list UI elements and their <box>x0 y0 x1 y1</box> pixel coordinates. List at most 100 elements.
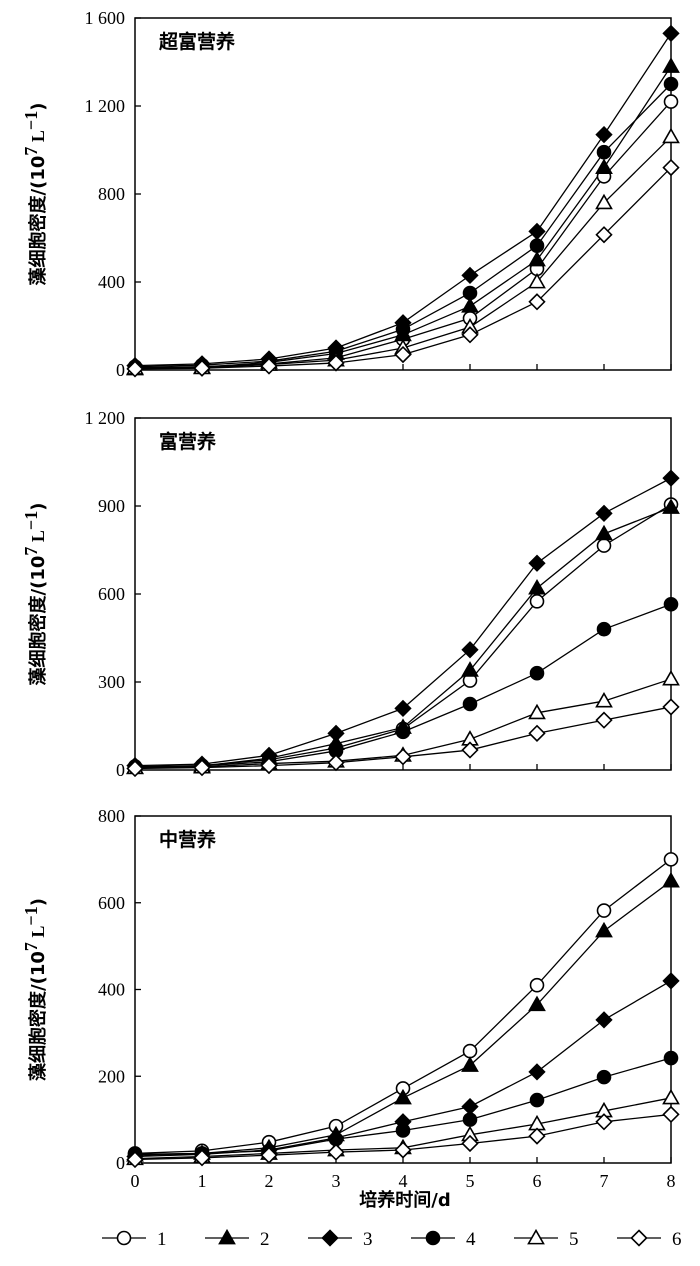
series-6-point <box>327 754 345 772</box>
series-6-point <box>394 748 412 766</box>
series-3-point <box>595 125 613 144</box>
series-3-point <box>461 1097 479 1116</box>
series-6-point <box>662 158 680 177</box>
x-tick-label: 0 <box>131 1171 140 1191</box>
plot-frame <box>134 815 672 1164</box>
x-axis-label: 培养时间/d <box>359 1189 450 1211</box>
series-6-point <box>193 359 211 377</box>
series-6-point <box>394 345 412 364</box>
x-tick-label: 1 <box>198 1171 207 1191</box>
legend-label: 5 <box>569 1229 579 1250</box>
series-3-point <box>327 724 345 742</box>
series-6-point <box>193 759 211 777</box>
series-6-point <box>126 360 144 378</box>
y-tick-label: 600 <box>98 893 125 913</box>
y-tick-label: 300 <box>98 672 125 692</box>
series-1-point <box>462 1043 478 1059</box>
panel-title: 富营养 <box>159 430 216 453</box>
series-2-point <box>595 524 613 541</box>
legend-label: 2 <box>260 1229 270 1250</box>
series-2-point <box>528 995 546 1012</box>
legend-item-2: 2 <box>205 1228 270 1250</box>
series-1-point <box>529 977 545 993</box>
series-3-point <box>662 469 680 487</box>
y-tick-label: 400 <box>98 272 125 292</box>
series-6-point <box>126 759 144 778</box>
series-1-line <box>134 858 672 1155</box>
series-2-point <box>595 158 613 175</box>
legend-label: 1 <box>157 1229 167 1250</box>
series-6-point <box>260 357 278 375</box>
x-tick-label: 5 <box>466 1171 475 1191</box>
series-5-point <box>662 669 680 686</box>
series-6-point <box>595 711 613 729</box>
y-tick-label: 900 <box>98 496 125 516</box>
series-4-line <box>134 603 672 768</box>
plot-frame <box>134 417 672 771</box>
legend-label: 3 <box>363 1229 373 1250</box>
series-4-point <box>395 724 411 740</box>
series-4-point <box>596 621 612 637</box>
y-tick-label: 0 <box>116 1153 125 1173</box>
series-5-point <box>662 1088 680 1105</box>
legend-label: 6 <box>672 1229 682 1250</box>
series-5-point <box>595 691 613 708</box>
legend-label: 4 <box>466 1229 476 1250</box>
y-tick-label: 800 <box>98 184 125 204</box>
series-1-point <box>596 538 612 553</box>
series-6-point <box>126 1150 144 1169</box>
series-4-point <box>395 1123 411 1138</box>
legend-marker <box>116 1230 132 1246</box>
series-3-point <box>394 699 412 718</box>
legend-marker <box>630 1229 648 1247</box>
series-2-point <box>461 1056 479 1072</box>
legend-item-6: 6 <box>617 1229 682 1250</box>
series-4-point <box>529 665 545 681</box>
series-6-point <box>461 741 479 759</box>
series-6-point <box>662 1105 680 1124</box>
series-3-point <box>461 641 479 659</box>
series-2-point <box>662 498 680 514</box>
y-tick-label: 400 <box>98 980 125 1000</box>
y-tick-label: 0 <box>116 760 125 780</box>
x-tick-label: 6 <box>533 1171 542 1191</box>
series-2-point <box>461 297 479 313</box>
series-6-point <box>595 226 613 244</box>
y-tick-label: 1 200 <box>85 96 126 116</box>
series-4-point <box>395 321 411 337</box>
series-6-point <box>461 1134 479 1153</box>
series-6-point <box>528 724 546 742</box>
series-2-point <box>662 57 680 73</box>
series-4-point <box>462 1112 478 1127</box>
series-3-point <box>528 222 546 241</box>
series-4-point <box>663 596 679 612</box>
series-6-point <box>528 293 546 311</box>
series-2-point <box>528 579 546 595</box>
legend: 1 2 3 4 5 6 <box>102 1228 682 1250</box>
series-6-point <box>260 1146 278 1164</box>
y-axis-label: 藻细胞密度/(107 L−1) <box>21 503 49 686</box>
series-4-point <box>462 285 478 301</box>
series-3-point <box>461 266 479 285</box>
legend-item-4: 4 <box>411 1229 476 1250</box>
series-6-point <box>327 354 345 372</box>
series-3-point <box>662 972 680 990</box>
legend-marker <box>321 1229 339 1247</box>
series-4-point <box>462 696 478 712</box>
series-6-point <box>394 1141 412 1159</box>
series-4-point <box>529 238 545 253</box>
series-4-point <box>663 76 679 92</box>
legend-item-5: 5 <box>514 1228 579 1250</box>
y-axis-label: 藻细胞密度/(107 L−1) <box>21 103 49 286</box>
series-1-point <box>596 903 612 918</box>
series-6-point <box>260 756 278 775</box>
series-2-point <box>394 1088 412 1105</box>
y-tick-label: 800 <box>98 806 125 826</box>
y-tick-label: 200 <box>98 1066 125 1086</box>
series-4-point <box>529 1092 545 1108</box>
legend-marker <box>527 1228 545 1245</box>
